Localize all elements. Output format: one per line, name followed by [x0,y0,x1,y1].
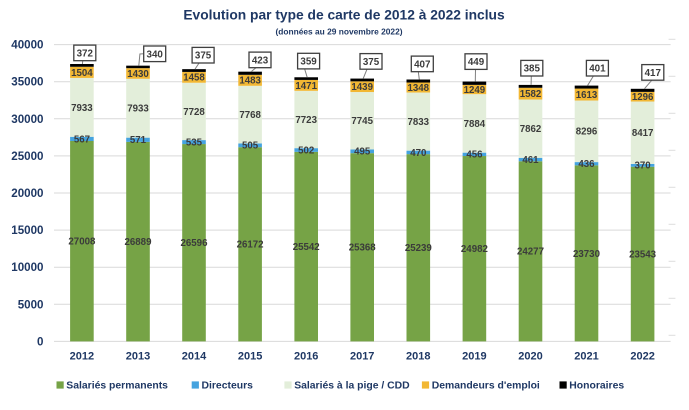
svg-text:1296: 1296 [632,92,654,103]
svg-text:2012: 2012 [70,351,94,363]
svg-text:375: 375 [363,57,380,68]
svg-text:25542: 25542 [293,242,320,253]
svg-text:7833: 7833 [408,117,430,128]
svg-text:25000: 25000 [11,150,43,163]
svg-text:Directeurs: Directeurs [202,381,254,392]
svg-text:372: 372 [77,48,94,59]
svg-text:1471: 1471 [295,81,317,92]
svg-text:461: 461 [522,155,539,166]
svg-text:571: 571 [130,135,147,146]
svg-text:2016: 2016 [294,351,318,363]
svg-text:Honoraires: Honoraires [569,381,624,392]
svg-text:1504: 1504 [71,68,93,79]
svg-text:417: 417 [645,68,662,79]
svg-text:7862: 7862 [520,124,542,135]
svg-text:370: 370 [635,161,651,172]
svg-text:2014: 2014 [182,351,207,363]
svg-text:2021: 2021 [574,351,598,363]
svg-text:2015: 2015 [238,351,262,363]
svg-text:7933: 7933 [127,104,149,115]
svg-text:1582: 1582 [520,89,542,100]
svg-text:26889: 26889 [125,237,153,248]
svg-text:24277: 24277 [517,247,544,258]
svg-text:23730: 23730 [573,249,600,260]
svg-text:8296: 8296 [576,127,598,138]
svg-text:340: 340 [147,49,164,60]
svg-text:1430: 1430 [127,69,149,80]
svg-text:26172: 26172 [237,240,264,251]
svg-text:436: 436 [578,159,595,170]
svg-text:35000: 35000 [11,76,43,89]
svg-text:10000: 10000 [11,261,43,274]
svg-text:2017: 2017 [350,351,374,363]
svg-text:30000: 30000 [11,113,43,126]
svg-text:449: 449 [468,57,485,68]
svg-text:5000: 5000 [18,298,44,311]
svg-text:1439: 1439 [351,82,373,93]
svg-text:40000: 40000 [11,39,43,52]
svg-text:495: 495 [354,147,371,158]
svg-text:(données au 29 novembre 2022): (données au 29 novembre 2022) [275,27,402,37]
svg-text:25368: 25368 [349,243,377,254]
svg-text:375: 375 [195,51,212,62]
svg-text:385: 385 [524,64,541,75]
svg-text:7728: 7728 [183,107,205,118]
svg-text:359: 359 [300,57,317,68]
svg-text:7933: 7933 [71,103,93,114]
svg-text:Salariés permanents: Salariés permanents [66,381,168,392]
svg-text:Demandeurs d'emploi: Demandeurs d'emploi [432,381,540,392]
svg-text:24982: 24982 [461,244,488,255]
svg-text:1348: 1348 [408,83,430,94]
svg-text:25239: 25239 [405,243,433,254]
svg-text:2019: 2019 [462,351,486,363]
svg-text:535: 535 [186,138,203,149]
svg-text:1249: 1249 [464,85,486,96]
svg-text:2013: 2013 [126,351,150,363]
svg-text:1483: 1483 [239,76,261,87]
svg-text:505: 505 [242,141,259,152]
svg-text:2018: 2018 [406,351,430,363]
svg-text:26596: 26596 [181,238,209,249]
svg-text:1458: 1458 [183,73,205,84]
svg-text:2022: 2022 [630,351,654,363]
svg-text:7884: 7884 [464,119,486,130]
svg-text:15000: 15000 [11,224,43,237]
svg-text:1613: 1613 [576,90,598,101]
svg-text:502: 502 [298,145,314,156]
svg-text:20000: 20000 [11,187,43,200]
svg-text:Salariés à la pige / CDD: Salariés à la pige / CDD [294,381,410,392]
svg-text:7745: 7745 [351,116,373,127]
svg-text:456: 456 [466,150,483,161]
svg-text:2020: 2020 [518,351,542,363]
svg-text:401: 401 [589,64,606,75]
svg-text:0: 0 [37,335,43,348]
svg-text:7723: 7723 [295,115,317,126]
svg-text:423: 423 [252,55,269,66]
svg-text:407: 407 [414,59,431,70]
svg-text:7768: 7768 [239,110,261,121]
svg-text:8417: 8417 [632,128,654,139]
svg-text:470: 470 [410,148,426,159]
svg-text:27008: 27008 [68,237,96,248]
svg-text:23543: 23543 [629,250,657,261]
svg-text:Evolution par type de carte de: Evolution par type de carte de 2012 à 20… [183,7,505,22]
svg-text:567: 567 [74,134,90,145]
